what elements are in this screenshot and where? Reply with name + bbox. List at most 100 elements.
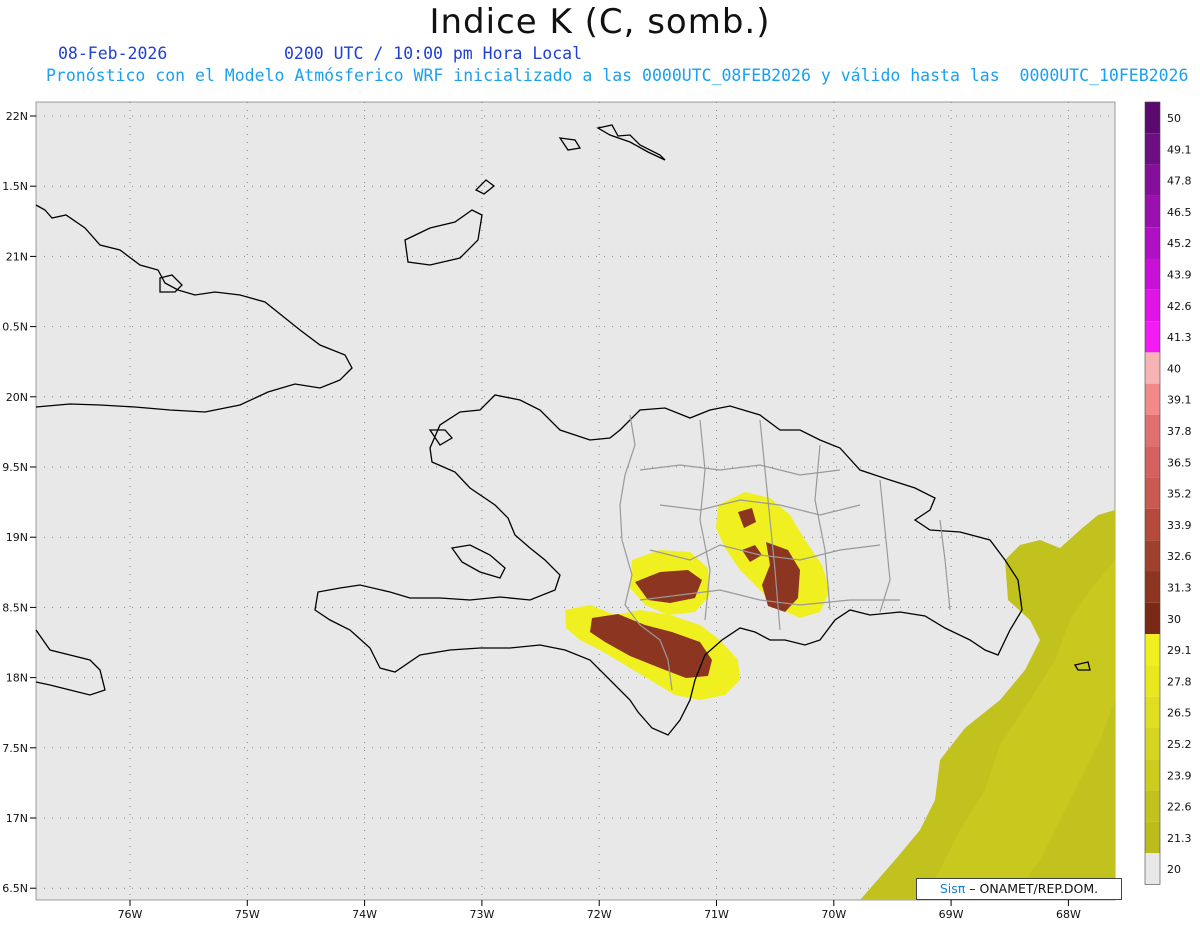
- border-prov-6: [759, 419, 781, 631]
- sispi-logo: Sisπ: [939, 881, 966, 896]
- lat-label: 21N: [6, 250, 28, 263]
- colorbar-label: 36.5: [1167, 456, 1192, 469]
- colorbar-label: 27.8: [1167, 675, 1192, 688]
- colorbar-label: 25.2: [1167, 738, 1192, 751]
- lat-label: 0.5N: [2, 321, 28, 334]
- lat-label: 8.5N: [2, 601, 28, 614]
- colorbar-swatch: [1145, 508, 1160, 541]
- colorbar-label: 22.6: [1167, 801, 1192, 814]
- colorbar-frame: [1144, 101, 1161, 885]
- colorbar-label: 50: [1167, 112, 1181, 125]
- colorbar-label: 37.8: [1167, 425, 1192, 438]
- coastlines: [35, 124, 1091, 736]
- colorbar-label: 23.9: [1167, 769, 1192, 782]
- colorbar-label: 35.2: [1167, 488, 1192, 501]
- colorbar-label: 20: [1167, 863, 1181, 876]
- lon-label: 76W: [118, 908, 143, 921]
- coast-hispaniola: [314, 394, 1023, 736]
- lon-label: 74W: [352, 908, 377, 921]
- colorbar-label: 30: [1167, 613, 1181, 626]
- border-prov-7: [814, 444, 831, 611]
- colorbar-label: 45.2: [1167, 237, 1192, 250]
- colorbar-label: 31.3: [1167, 582, 1192, 595]
- colorbar-swatch: [1145, 853, 1160, 885]
- coast-island-5: [159, 274, 183, 293]
- colorbar-label: 49.1: [1167, 143, 1192, 156]
- colorbar-label: 41.3: [1167, 331, 1192, 344]
- colorbar-label: 29.1: [1167, 644, 1192, 657]
- lat-label: 1.5N: [2, 180, 28, 193]
- province-borders: [619, 414, 951, 691]
- lat-label: 18N: [6, 672, 28, 685]
- colorbar-swatch: [1145, 164, 1160, 196]
- border-prov-3: [649, 544, 881, 561]
- colorbar-swatch: [1145, 571, 1160, 603]
- lat-label: 19N: [6, 531, 28, 544]
- credit-text: – ONAMET/REP.DOM.: [965, 881, 1099, 896]
- field-area-sw-core: [590, 614, 712, 678]
- border-prov-1: [639, 464, 841, 476]
- colorbar-swatch: [1145, 383, 1160, 415]
- lon-label: 71W: [704, 908, 729, 921]
- colorbar-swatch: [1145, 415, 1160, 447]
- coast-jamaica: [35, 629, 106, 696]
- colorbar-swatch: [1145, 352, 1160, 384]
- coast-island-2: [474, 179, 496, 195]
- border-international: [619, 414, 673, 691]
- colorbar-swatch: [1145, 540, 1160, 572]
- longitude-labels: 76W 75W 74W 73W 72W 71W 70W 69W 68W: [118, 900, 1081, 921]
- colorbar-swatch: [1145, 728, 1160, 760]
- lat-label: 6.5N: [2, 882, 28, 895]
- coast-cuba: [35, 204, 353, 413]
- colorbar-swatch: [1145, 665, 1160, 697]
- coast-island-4: [596, 124, 666, 161]
- coast-island-1: [404, 209, 483, 266]
- coast-island-3: [558, 137, 582, 151]
- map-frame: [35, 101, 1116, 901]
- colorbar-label: 47.8: [1167, 175, 1192, 188]
- colorbar-swatch: [1145, 227, 1160, 259]
- colorbar-label: 43.9: [1167, 269, 1192, 282]
- lat-label: 22N: [6, 110, 28, 123]
- field-area-se-core: [925, 560, 1115, 900]
- colorbar-swatch: [1145, 759, 1160, 791]
- colorbar-swatch: [1145, 289, 1160, 322]
- colorbar-swatch: [1145, 821, 1160, 854]
- field-area-east-spot1: [738, 508, 756, 528]
- colorbar-label: 39.1: [1167, 394, 1192, 407]
- colorbar-label: 21.3: [1167, 832, 1192, 845]
- colorbar-swatch: [1145, 446, 1160, 478]
- lon-label: 73W: [469, 908, 494, 921]
- lon-label: 69W: [939, 908, 964, 921]
- colorbar-swatch: [1145, 602, 1160, 635]
- lat-label: 17N: [6, 812, 28, 825]
- colorbar-swatch: [1145, 102, 1160, 134]
- border-prov-9: [939, 519, 951, 611]
- forecast-description: Pronóstico con el Modelo Atmósferico WRF…: [46, 66, 1189, 85]
- map-title: Indice K (C, somb.): [429, 2, 771, 42]
- k-index-map: 22N 1.5N 21N 0.5N 20N 9.5N 19N 8.5N 18N 7.5N 17N 6.…: [2, 101, 1192, 921]
- credit-box: Sisπ – ONAMET/REP.DOM.: [916, 878, 1122, 900]
- lat-label: 7.5N: [2, 742, 28, 755]
- border-prov-5: [699, 419, 711, 621]
- forecast-time: 0200 UTC / 10:00 pm Hora Local: [284, 44, 583, 63]
- border-prov-4: [639, 589, 900, 606]
- lon-label: 70W: [821, 908, 846, 921]
- forecast-date: 08-Feb-2026: [58, 44, 168, 63]
- colorbar-label: 26.5: [1167, 707, 1192, 720]
- colorbar-swatch: [1145, 258, 1160, 290]
- colorbar-swatch: [1145, 321, 1160, 353]
- field-area-east-core: [762, 542, 800, 612]
- lon-label: 68W: [1056, 908, 1081, 921]
- coast-tortuga: [428, 429, 454, 446]
- border-prov-8: [879, 479, 891, 613]
- colorbar-label: 32.6: [1167, 550, 1192, 563]
- colorbar: 50 49.1 47.8 46.5 45.2 43.9 42.6 41.3 40 39.1 37.8…: [1144, 101, 1192, 885]
- colorbar-label: 40: [1167, 362, 1181, 375]
- colorbar-label: 42.6: [1167, 300, 1192, 313]
- colorbar-swatch: [1145, 133, 1160, 165]
- lon-label: 75W: [235, 908, 260, 921]
- lat-label: 9.5N: [2, 461, 28, 474]
- lat-label: 20N: [6, 391, 28, 404]
- colorbar-label: 33.9: [1167, 519, 1192, 532]
